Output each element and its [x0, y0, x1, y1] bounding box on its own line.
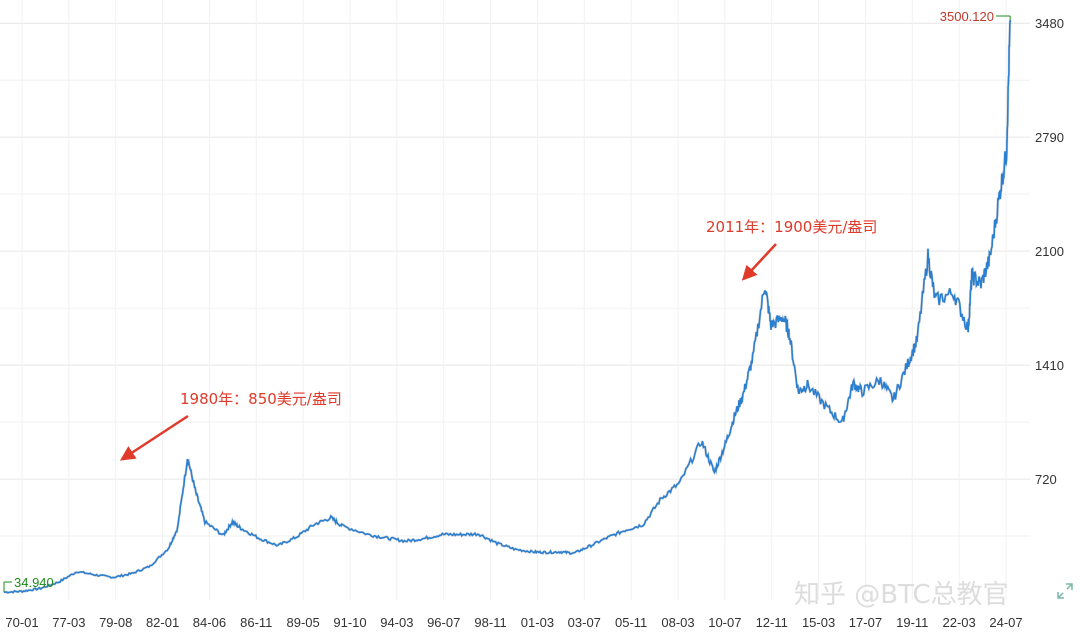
- x-tick-label: 91-10: [333, 615, 366, 630]
- max-value-label: 3500.120: [940, 9, 994, 24]
- y-axis: 720 1410 2100 2790 3480: [1035, 16, 1064, 487]
- x-tick-label: 98-11: [474, 615, 506, 630]
- x-tick-label: 19-11: [896, 615, 928, 630]
- x-tick-label: 82-01: [146, 615, 179, 630]
- y-tick-label: 2790: [1035, 130, 1064, 145]
- x-tick-label: 17-07: [849, 615, 882, 630]
- x-tick-label: 94-03: [380, 615, 413, 630]
- series-line: [4, 19, 1011, 594]
- annotation-2011-text: 2011年：1900美元/盎司: [706, 218, 877, 236]
- x-tick-label: 70-01: [5, 615, 38, 630]
- x-tick-label: 84-06: [193, 615, 226, 630]
- x-tick-label: 22-03: [943, 615, 976, 630]
- y-tick-label: 720: [1035, 472, 1057, 487]
- x-tick-label: 15-03: [802, 615, 835, 630]
- grid-layer: [0, 0, 1030, 600]
- y-tick-label: 1410: [1035, 358, 1064, 373]
- x-tick-label: 03-07: [568, 615, 601, 630]
- x-tick-label: 77-03: [52, 615, 85, 630]
- x-tick-label: 96-07: [427, 615, 460, 630]
- x-tick-label: 86-11: [240, 615, 272, 630]
- x-tick-label: 79-08: [99, 615, 132, 630]
- x-tick-label: 12-11: [756, 615, 788, 630]
- annotation-2011: 2011年：1900美元/盎司: [706, 218, 877, 281]
- annotation-2011-arrow: [741, 243, 777, 281]
- annotation-1980-text: 1980年：850美元/盎司: [180, 390, 342, 408]
- x-tick-label: 05-11: [615, 615, 647, 630]
- expand-icon[interactable]: [1057, 583, 1073, 599]
- y-tick-label: 3480: [1035, 16, 1064, 31]
- x-tick-label: 10-07: [708, 615, 741, 630]
- x-tick-label: 24-07: [989, 615, 1022, 630]
- series-layer: [4, 19, 1012, 595]
- watermark: 知乎 @BTC总教官: [794, 580, 1009, 610]
- x-tick-label: 01-03: [521, 615, 554, 630]
- series-shadow: [4, 19, 1012, 595]
- min-value-label: 34.940: [14, 575, 54, 590]
- x-axis: 70-01 77-03 79-08 82-01 84-06 86-11 89-05 91-10…: [5, 615, 1022, 630]
- y-tick-label: 2100: [1035, 244, 1064, 259]
- annotation-1980-arrow: [119, 414, 189, 461]
- x-tick-label: 08-03: [661, 615, 694, 630]
- x-tick-label: 89-05: [287, 615, 320, 630]
- annotation-1980: 1980年：850美元/盎司: [119, 390, 342, 461]
